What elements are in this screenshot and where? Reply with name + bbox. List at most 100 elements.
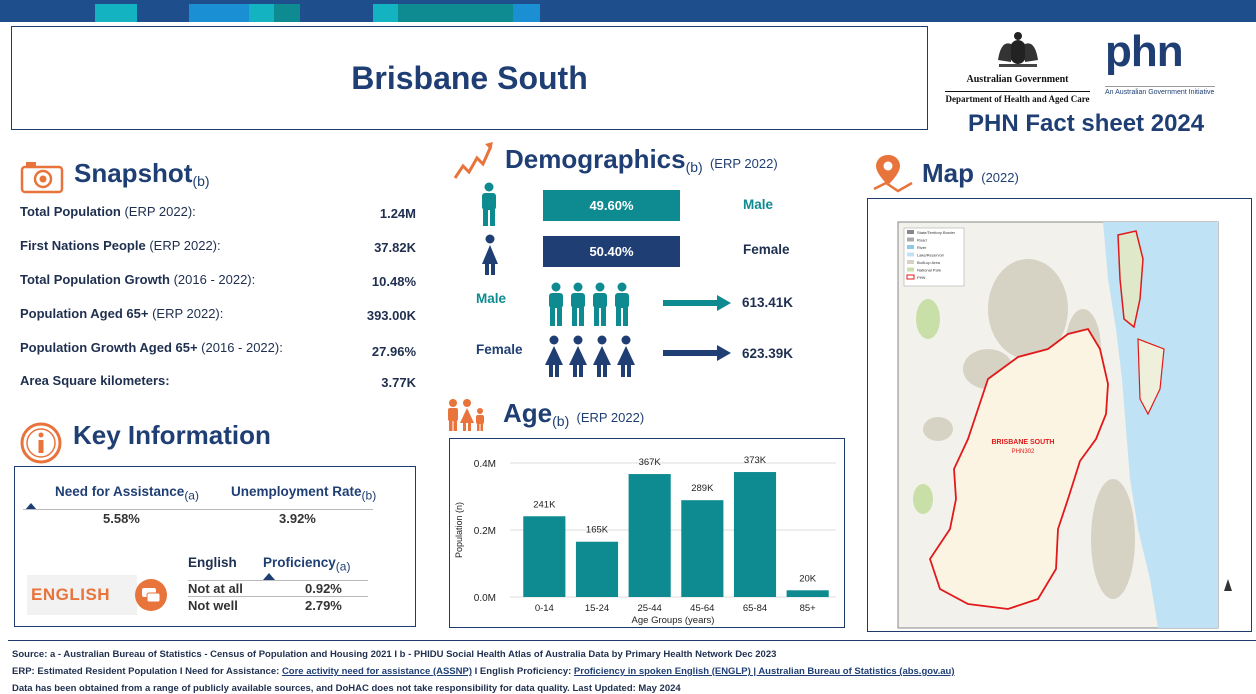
age-chart-box: 0.4M 0.2M 0.0M 241K 0-14 165K 15-24 367K 25-44 28… <box>449 438 845 628</box>
top-color-bar <box>0 0 1256 22</box>
age-bar-chart: 0.4M 0.2M 0.0M 241K 0-14 165K 15-24 367K 25-44 28… <box>454 455 836 626</box>
snapshot-row: Total Population (ERP 2022): 1.24M <box>20 204 416 224</box>
snapshot-row-label: Total Population Growth (2016 - 2022): <box>20 272 255 292</box>
footer-divider <box>8 640 1256 641</box>
legend-item: PHN <box>917 275 926 280</box>
legend-swatch <box>907 237 914 242</box>
unemployment-label: Unemployment Rate(b) <box>231 484 376 503</box>
male-group-icon <box>549 282 629 326</box>
english-image: ENGLISH <box>27 575 167 615</box>
phn-logo: phn An Australian Government Initiative <box>1105 30 1215 96</box>
triangle-marker-icon <box>263 573 275 580</box>
snapshot-row-label-bold: Total Population Growth <box>20 272 170 287</box>
bar-data-label: 165K <box>586 525 609 536</box>
snapshot-title: Snapshot <box>74 158 193 188</box>
snapshot-row-label: Area Square kilometers: <box>20 373 170 393</box>
assnp-link[interactable]: Core activity need for assistance (ASSNP… <box>281 666 473 677</box>
age-title: Age <box>503 398 553 428</box>
not-at-all-label: Not at all <box>188 581 243 596</box>
snapshot-row-label-rest: (ERP 2022): <box>145 238 221 253</box>
bar-data-label: 289K <box>691 483 714 494</box>
divider <box>188 596 368 597</box>
snapshot-sub: (b) <box>192 173 210 189</box>
male-percent-bar: 49.60% <box>543 190 680 221</box>
male-label: Male <box>743 197 774 212</box>
top-bar-segment <box>398 4 513 22</box>
age-bar <box>733 472 777 597</box>
englp-link[interactable]: Proficiency in spoken English (ENGLP) | … <box>573 666 955 677</box>
snapshot-row: Population Growth Aged 65+ (2016 - 2022)… <box>20 340 416 360</box>
top-bar-segment <box>189 4 249 22</box>
region-map: State/Territory Border Road River Lake/Rese… <box>897 221 1232 629</box>
y-tick-label: 0.4M <box>474 459 496 470</box>
bar-data-label: 367K <box>639 457 662 468</box>
proficiency-sub: (a) <box>335 559 351 574</box>
proficiency-heading-text: Proficiency <box>263 555 336 570</box>
not-well-value: 2.79% <box>305 598 342 613</box>
y-tick-label: 0.2M <box>474 526 496 537</box>
footer-disclaimer: Data has been obtained from a range of p… <box>12 683 681 694</box>
need-for-assistance-label: Need for Assistance(a) <box>55 484 199 503</box>
snapshot-row-label: Population Aged 65+ (ERP 2022): <box>20 306 223 326</box>
snapshot-row-label-bold: Area Square kilometers: <box>20 373 170 388</box>
unemployment-value: 3.92% <box>279 511 316 526</box>
age-erp: (ERP 2022) <box>576 410 645 425</box>
snapshot-row: First Nations People (ERP 2022): 37.82K <box>20 238 416 258</box>
bar-data-label: 20K <box>799 573 817 584</box>
snapshot-row-label-rest: (2016 - 2022): <box>197 340 283 355</box>
map-heading: Map (2022) <box>922 158 1019 189</box>
snapshot-row-label-bold: First Nations People <box>20 238 146 253</box>
need-label-sub: (a) <box>184 488 199 503</box>
legend-swatch <box>906 274 915 280</box>
female-person-icon <box>482 234 498 275</box>
legend-swatch <box>907 260 914 264</box>
snapshot-row-label-rest: (ERP 2022): <box>148 306 224 321</box>
age-heading: Age(b) (ERP 2022) <box>503 398 644 429</box>
male-person-icon <box>482 182 496 226</box>
bar-data-label: 241K <box>533 499 556 510</box>
key-info-box: Need for Assistance(a) Unemployment Rate… <box>14 466 416 627</box>
footer-english-text: I English Proficiency: <box>472 666 574 677</box>
footer-definitions: ERP: Estimated Resident Population I Nee… <box>12 666 955 677</box>
camera-icon <box>20 162 64 194</box>
age-bar <box>786 590 829 597</box>
snapshot-row-value: 27.96% <box>371 344 416 359</box>
legend-item: National Park <box>917 268 941 273</box>
snapshot-row-value: 10.48% <box>371 274 416 289</box>
snapshot-row-label: Population Growth Aged 65+ (2016 - 2022)… <box>20 340 283 360</box>
triangle-marker-icon <box>25 503 37 510</box>
footer-source: Source: a - Australian Bureau of Statist… <box>12 649 777 660</box>
top-bar-segment <box>274 4 300 22</box>
legend-item: Built-up Area <box>917 260 941 265</box>
x-tick-label: 15-24 <box>585 603 609 614</box>
legend-swatch <box>907 245 914 249</box>
snapshot-row-label: Total Population (ERP 2022): <box>20 204 196 224</box>
north-arrow-icon <box>1224 579 1232 591</box>
title-box: Brisbane South <box>11 26 928 130</box>
page-title: Brisbane South <box>351 59 588 96</box>
x-tick-label: 85+ <box>800 603 817 614</box>
snapshot-row-value: 37.82K <box>374 240 416 255</box>
age-bar <box>628 474 671 597</box>
key-info-title: Key Information <box>73 420 271 450</box>
arrow-right-icon <box>663 295 731 311</box>
x-tick-label: 0-14 <box>535 603 554 614</box>
gov-name: Australian Government <box>966 74 1069 85</box>
top-bar-segment <box>513 4 540 22</box>
speech-bubble-icon <box>135 579 167 611</box>
female-group-label: Female <box>476 342 523 357</box>
legend-item: State/Territory Border <box>917 230 956 235</box>
not-at-all-value: 0.92% <box>305 581 342 596</box>
female-percent-bar: 50.40% <box>543 236 680 267</box>
unemp-label-sub: (b) <box>361 488 377 503</box>
map-pin-icon <box>873 155 913 193</box>
region-label: BRISBANE SOUTH <box>991 439 1054 446</box>
male-count: 613.41K <box>742 295 794 310</box>
legend-swatch <box>907 267 914 272</box>
phn-tagline: An Australian Government Initiative <box>1105 86 1215 96</box>
age-sub: (b) <box>552 413 570 429</box>
demographics-erp: (ERP 2022) <box>709 156 778 171</box>
snapshot-row-label-bold: Population Growth Aged 65+ <box>20 340 198 355</box>
snapshot-row: Total Population Growth (2016 - 2022): 10… <box>20 272 416 292</box>
female-group-icon <box>545 335 635 377</box>
